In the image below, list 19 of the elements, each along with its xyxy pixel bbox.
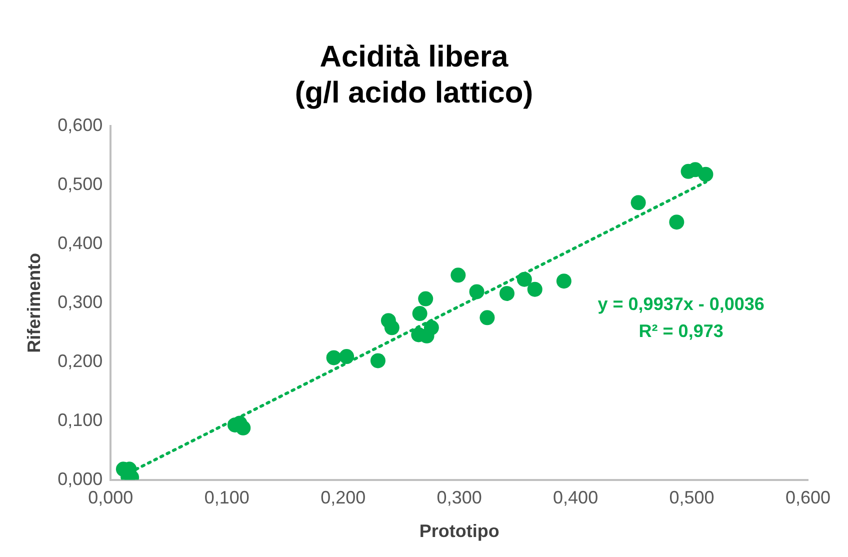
x-tick-label: 0,500 xyxy=(669,488,714,508)
y-tick-label: 0,600 xyxy=(58,114,103,135)
y-axis-title: Riferimento xyxy=(24,252,44,353)
x-tick-label: 0,200 xyxy=(320,488,366,508)
y-tick-label: 0,000 xyxy=(58,468,103,489)
x-tick-label: 0,000 xyxy=(88,488,134,508)
x-axis-title: Prototipo xyxy=(419,521,500,542)
x-tick-label: 0,100 xyxy=(204,488,250,508)
annotation: R² = 0,973 xyxy=(638,321,724,341)
x-tick-label: 0,300 xyxy=(436,488,482,508)
x-tick-label: 0,400 xyxy=(553,488,598,508)
chart-title: Acidità libera (g/l acido lattico) xyxy=(294,40,534,110)
annotation: y = 0,9937x - 0,0036 xyxy=(598,294,764,314)
y-tick-label: 0,300 xyxy=(58,292,103,312)
y-tick-label: 0,400 xyxy=(58,232,103,253)
x-tick-label: 0,600 xyxy=(785,488,831,508)
y-tick-label: 0,200 xyxy=(58,350,103,371)
y-tick-label: 0,500 xyxy=(58,174,103,194)
y-tick-label: 0,100 xyxy=(58,410,103,430)
